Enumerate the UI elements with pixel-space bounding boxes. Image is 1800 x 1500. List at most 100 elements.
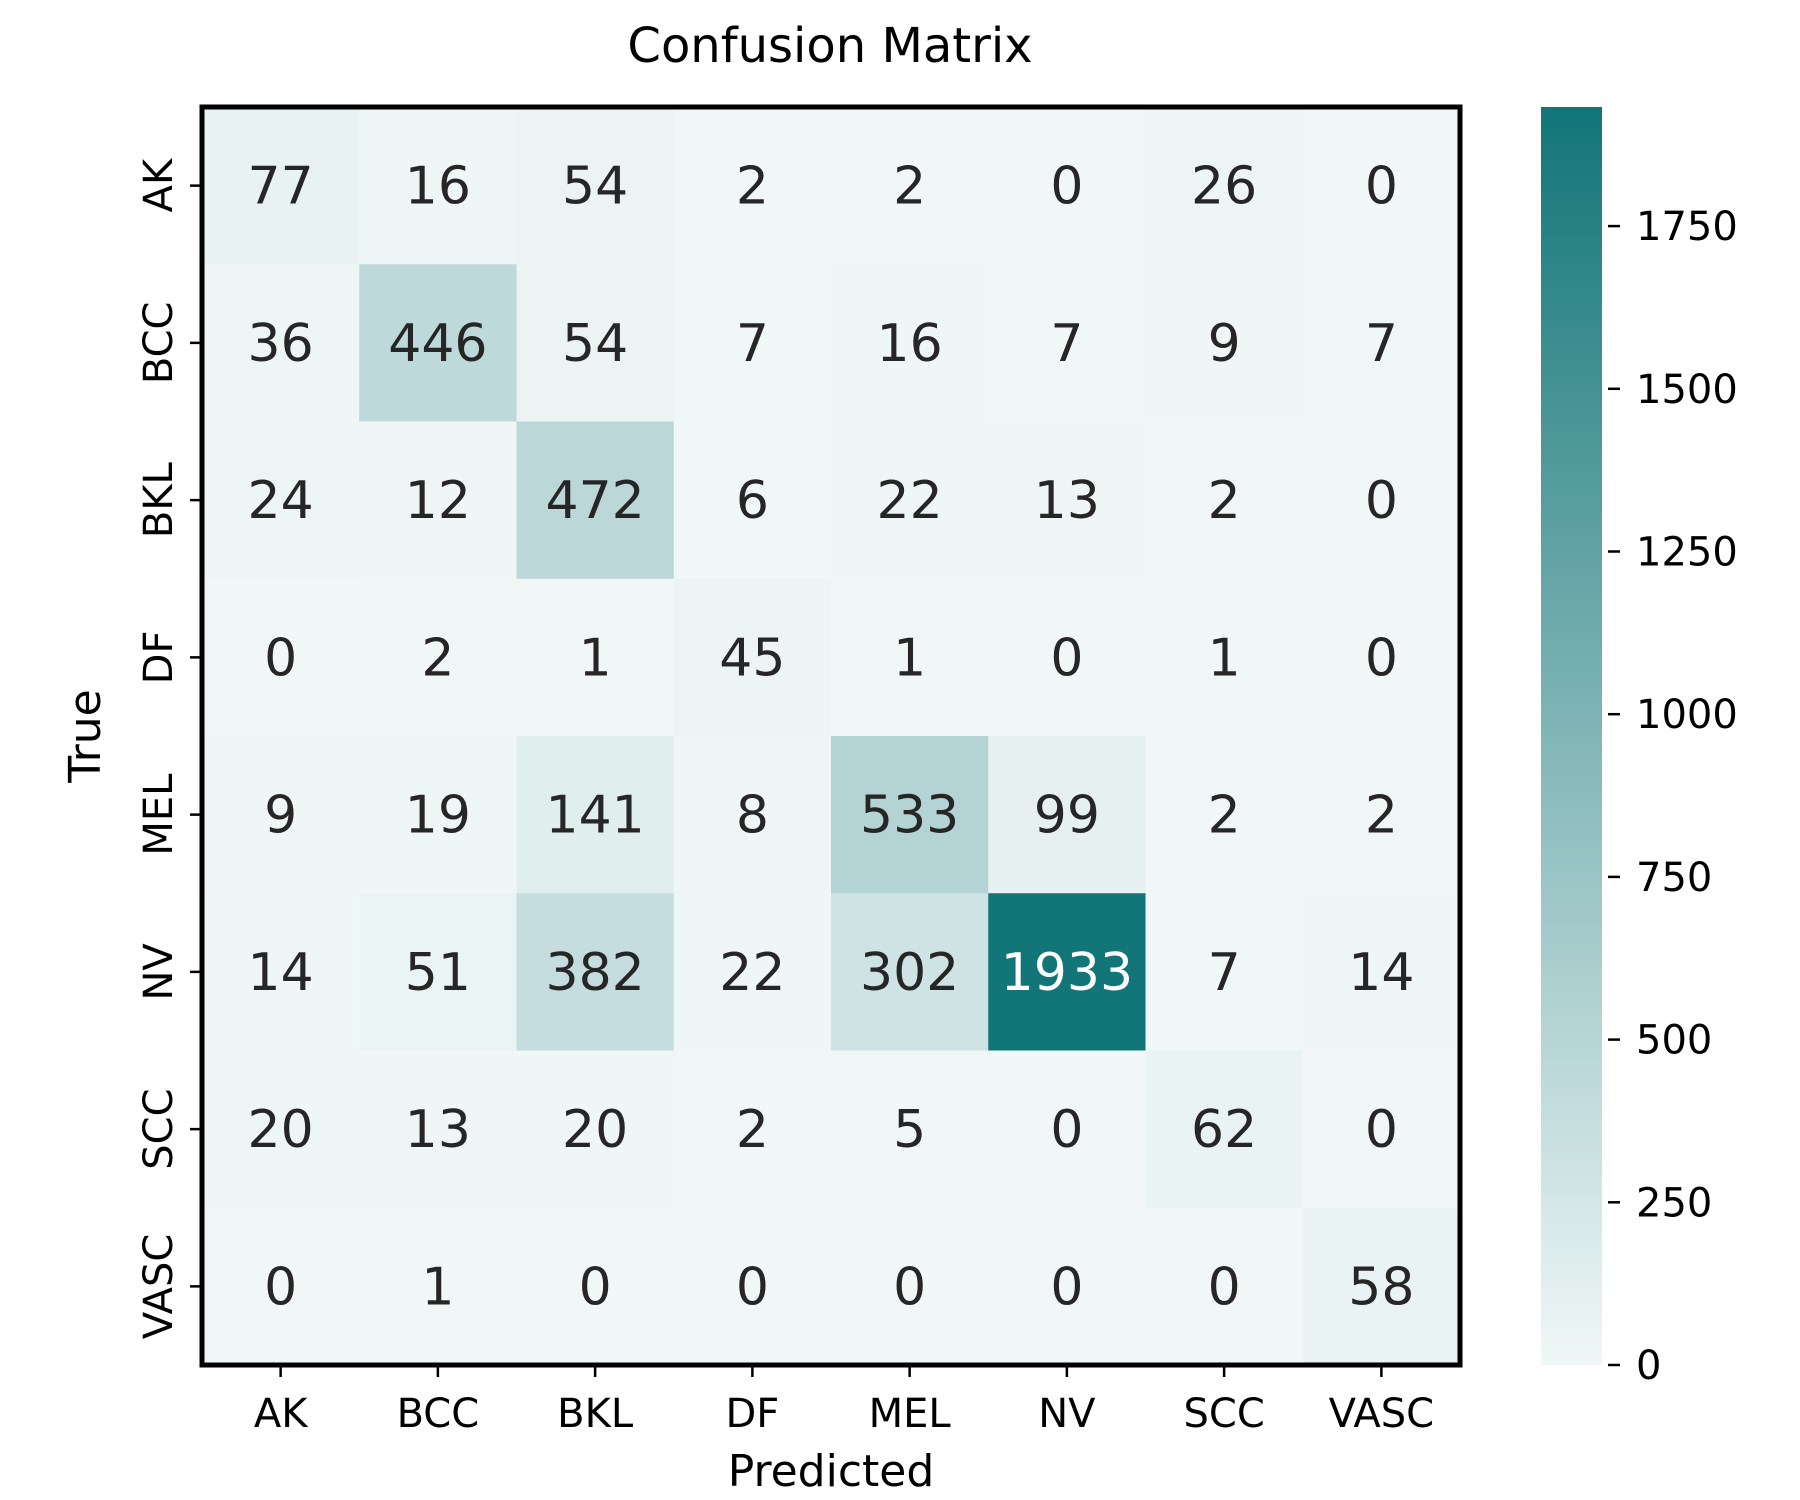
cell-value-scc-bcc: 13 <box>405 1100 471 1160</box>
heatmap-cell-nv-df <box>673 893 832 1051</box>
cell-value-bcc-bkl: 54 <box>562 314 628 374</box>
heatmap-cell-scc-ak <box>202 1050 360 1209</box>
heatmap-cell-scc-mel <box>831 1050 989 1209</box>
x-tick-label: SCC <box>1184 1391 1265 1437</box>
heatmap-cell-bkl-df <box>673 421 832 580</box>
colorbar-tick-label: 1250 <box>1636 529 1738 575</box>
colorbar-tick-label: 1750 <box>1636 204 1738 250</box>
cell-value-nv-vasc: 14 <box>1348 943 1414 1003</box>
heatmap-cell-df-df <box>673 578 832 737</box>
cell-value-vasc-bkl: 0 <box>579 1257 612 1317</box>
y-axis-ticks: AK BCC BKL DF MEL NV SCC VASC <box>136 157 202 1339</box>
cell-value-df-mel: 1 <box>893 628 926 688</box>
y-tick-label: BCC <box>136 302 182 385</box>
cell-value-scc-bkl: 20 <box>562 1100 628 1160</box>
heatmap-cell-bcc-ak <box>202 264 360 422</box>
y-axis-label: True <box>60 689 111 783</box>
heatmap-cell-nv-scc <box>1145 893 1304 1051</box>
cell-value-bkl-mel: 22 <box>877 471 943 531</box>
heatmap-cell-nv-bcc <box>359 893 517 1051</box>
heatmap-cell-nv-mel <box>831 893 989 1051</box>
cell-value-bcc-ak: 36 <box>248 314 314 374</box>
cell-value-scc-df: 2 <box>736 1100 769 1160</box>
cell-value-vasc-mel: 0 <box>893 1257 926 1317</box>
heatmap-cell-ak-mel <box>831 107 989 265</box>
cell-value-vasc-bcc: 1 <box>421 1257 454 1317</box>
cell-value-bkl-vasc: 0 <box>1365 471 1398 531</box>
heatmap-cell-scc-df <box>673 1050 832 1209</box>
heatmap-cell-mel-vasc <box>1302 736 1461 894</box>
cell-value-mel-scc: 2 <box>1208 786 1241 846</box>
cell-value-nv-nv: 1933 <box>1001 943 1133 1003</box>
heatmap-cell-bcc-nv <box>988 264 1146 422</box>
heatmap-cell-scc-bkl <box>516 1050 675 1209</box>
cell-value-bcc-bcc: 446 <box>388 314 487 374</box>
heatmap-cell-mel-scc <box>1145 736 1304 894</box>
cell-value-nv-ak: 14 <box>248 943 314 1003</box>
heatmap-cell-df-scc <box>1145 578 1304 737</box>
x-tick-label: AK <box>254 1391 309 1437</box>
cell-value-mel-vasc: 2 <box>1365 786 1398 846</box>
heatmap-cell-scc-vasc <box>1302 1050 1461 1209</box>
colorbar-tick-label: 0 <box>1636 1343 1661 1389</box>
colorbar-tick-label: 1500 <box>1636 367 1738 413</box>
cell-value-scc-scc: 62 <box>1191 1100 1257 1160</box>
heatmap-cell-mel-bkl <box>516 736 675 894</box>
cell-value-bcc-nv: 7 <box>1050 314 1083 374</box>
x-tick-label: DF <box>725 1391 779 1437</box>
cell-value-ak-df: 2 <box>736 157 769 217</box>
heatmap-cell-bkl-bkl <box>516 421 675 580</box>
heatmap-cell-scc-nv <box>988 1050 1146 1209</box>
y-tick-label: BKL <box>136 461 182 538</box>
cell-value-df-df: 45 <box>719 628 785 688</box>
heatmap-cell-df-bcc <box>359 578 517 737</box>
y-tick-label: MEL <box>136 773 182 856</box>
cell-value-nv-df: 22 <box>719 943 785 1003</box>
cell-value-ak-bcc: 16 <box>405 157 471 217</box>
heatmap-cell-ak-df <box>673 107 832 265</box>
heatmap-cell-mel-ak <box>202 736 360 894</box>
heatmap-cell-bkl-ak <box>202 421 360 580</box>
heatmap-cell-vasc-nv <box>988 1207 1146 1366</box>
cell-value-mel-mel: 533 <box>860 786 959 846</box>
colorbar-tick-label: 250 <box>1636 1180 1712 1226</box>
y-tick-label: AK <box>136 157 182 212</box>
x-tick-label: BKL <box>557 1391 634 1437</box>
heatmap-cell-ak-ak <box>202 107 360 265</box>
cell-value-bcc-df: 7 <box>736 314 769 374</box>
cell-value-ak-scc: 26 <box>1191 157 1257 217</box>
cell-value-nv-bkl: 382 <box>545 943 644 1003</box>
y-tick-label: DF <box>136 630 182 684</box>
heatmap-cell-nv-nv <box>988 893 1146 1051</box>
y-tick-label: NV <box>136 943 182 1001</box>
heatmap-cell-bkl-bcc <box>359 421 517 580</box>
heatmap-cell-scc-scc <box>1145 1050 1304 1209</box>
cell-value-vasc-scc: 0 <box>1208 1257 1241 1317</box>
cell-value-df-nv: 0 <box>1050 628 1083 688</box>
heatmap-cell-df-ak <box>202 578 360 737</box>
cell-value-df-ak: 0 <box>264 628 297 688</box>
heatmap-cell-mel-df <box>673 736 832 894</box>
heatmap-cell-df-vasc <box>1302 578 1461 737</box>
colorbar-tick-label: 500 <box>1636 1018 1712 1064</box>
heatmap-cell-labels: 77 16 54 2 2 0 26 036 446 54 7 16 7 9 724 12 472 6 22 13 2 00… <box>248 157 1415 1318</box>
heatmap-cell-ak-bkl <box>516 107 675 265</box>
x-axis-ticks: AK BCC BKL DF MEL NV SCC VASC <box>254 1365 1434 1437</box>
heatmap-cell-nv-vasc <box>1302 893 1461 1051</box>
heatmap-cell-vasc-ak <box>202 1207 360 1366</box>
cell-value-mel-df: 8 <box>736 786 769 846</box>
x-tick-label: BCC <box>397 1391 480 1437</box>
colorbar-tick-label: 750 <box>1636 855 1712 901</box>
cell-value-bkl-scc: 2 <box>1208 471 1241 531</box>
heatmap-cell-bcc-mel <box>831 264 989 422</box>
cell-value-vasc-nv: 0 <box>1050 1257 1083 1317</box>
heatmap-cell-df-mel <box>831 578 989 737</box>
cell-value-nv-scc: 7 <box>1208 943 1241 1003</box>
y-tick-label: VASC <box>136 1234 182 1340</box>
cell-value-df-vasc: 0 <box>1365 628 1398 688</box>
cell-value-mel-nv: 99 <box>1034 786 1100 846</box>
cell-value-bkl-nv: 13 <box>1034 471 1100 531</box>
heatmap-cell-bkl-nv <box>988 421 1146 580</box>
cell-value-mel-ak: 9 <box>264 786 297 846</box>
x-tick-label: VASC <box>1329 1391 1435 1437</box>
